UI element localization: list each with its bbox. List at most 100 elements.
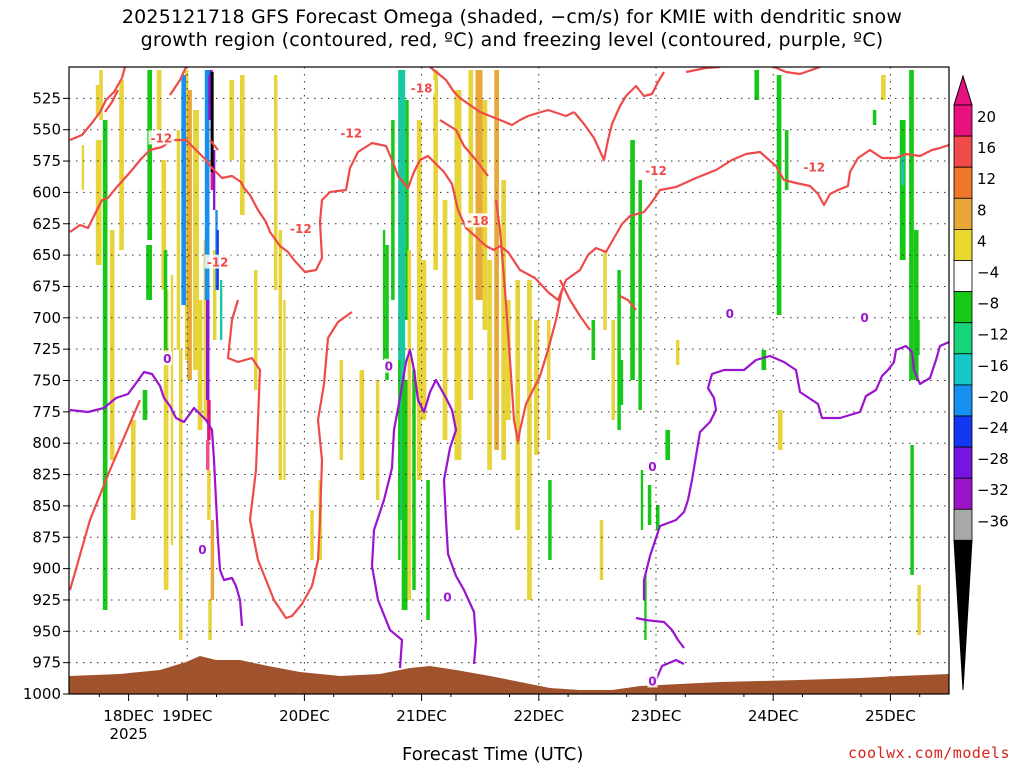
omega-band-63 bbox=[599, 520, 604, 580]
contour-label-bg-11 bbox=[442, 589, 453, 604]
dgz-contour-5 bbox=[209, 139, 219, 151]
y-tick-label-550: 550 bbox=[32, 121, 61, 139]
omega-core-2 bbox=[205, 300, 210, 400]
omega-band-9 bbox=[147, 70, 153, 240]
omega-band-51 bbox=[475, 70, 483, 300]
y-tick-label-825: 825 bbox=[32, 466, 61, 484]
site-credit[interactable]: coolwx.com/models bbox=[847, 744, 1010, 762]
omega-band-22 bbox=[203, 240, 208, 420]
y-tick-label-1000: 1000 bbox=[23, 685, 61, 703]
contour-labels: -12 -12 -12 -12 -18 -18 -12 -12 0 0 0 0 0 0 0 0 bbox=[148, 80, 870, 688]
contour-label-bg-2 bbox=[287, 220, 314, 235]
contour-label-15: 0 bbox=[860, 311, 868, 325]
y-tick-label-600: 600 bbox=[32, 183, 61, 201]
omega-band-86 bbox=[913, 230, 919, 380]
plot-area: -12 -12 -12 -12 -18 -18 -12 -12 0 0 0 0 0 0 0 0 bbox=[69, 67, 949, 694]
omega-band-14 bbox=[163, 250, 168, 350]
omega-band-34 bbox=[375, 380, 380, 500]
omega-band-67 bbox=[618, 360, 624, 405]
omega-band-81 bbox=[872, 110, 877, 125]
colorbar-label-2: 12 bbox=[977, 170, 996, 188]
y-tick-label-775: 775 bbox=[32, 403, 61, 421]
dgz-contour-0 bbox=[69, 67, 127, 142]
y-tick-label-750: 750 bbox=[32, 372, 61, 390]
dgz-contour-15 bbox=[619, 295, 637, 311]
y-tick-label-675: 675 bbox=[32, 277, 61, 295]
omega-band-49 bbox=[454, 90, 462, 460]
colorbar-segment-9 bbox=[953, 384, 973, 417]
omega-band-19 bbox=[187, 90, 192, 380]
contour-label-13: 0 bbox=[648, 674, 656, 688]
dgz-contour-12 bbox=[773, 67, 821, 76]
omega-band-45 bbox=[421, 260, 427, 420]
omega-band-41 bbox=[401, 380, 408, 610]
colorbar-top-arrow bbox=[953, 74, 973, 106]
omega-band-36 bbox=[385, 245, 389, 380]
omega-band-66 bbox=[617, 270, 621, 430]
omega-band-59 bbox=[534, 320, 539, 455]
colorbar-segment-4 bbox=[953, 228, 973, 261]
y-tick-label-725: 725 bbox=[32, 340, 61, 358]
omega-band-85 bbox=[909, 70, 914, 380]
omega-band-89 bbox=[917, 585, 921, 635]
omega-band-54 bbox=[494, 70, 499, 450]
dgz-contour-2 bbox=[104, 89, 119, 113]
omega-band-27 bbox=[273, 75, 278, 290]
x-axis-label: Forecast Time (UTC) bbox=[402, 744, 584, 765]
y-axis: 525 550 575 600 625 650 675 700 725 750 775 800 825 8… bbox=[23, 89, 69, 703]
omega-core-0 bbox=[181, 75, 187, 305]
omega-band-46 bbox=[426, 480, 430, 620]
omega-band-29 bbox=[283, 300, 286, 480]
omega-core-black bbox=[210, 72, 214, 172]
contour-label-1: -12 bbox=[340, 126, 362, 140]
contour-label-7: -12 bbox=[803, 160, 825, 174]
y-tick-label-975: 975 bbox=[32, 654, 61, 672]
dgz-contour-14 bbox=[559, 279, 591, 331]
omega-band-87 bbox=[916, 320, 920, 355]
omega-core-14 bbox=[208, 600, 212, 640]
omega-band-72 bbox=[647, 485, 652, 525]
omega-band-56 bbox=[505, 300, 511, 420]
dgz-contour-3 bbox=[69, 399, 142, 591]
omega-band-6 bbox=[119, 80, 124, 250]
omega-band-42 bbox=[407, 250, 412, 600]
colorbar-label-11: −28 bbox=[977, 450, 1009, 468]
contour-label-bg-14 bbox=[724, 306, 735, 321]
dgz-contour-8 bbox=[494, 199, 520, 443]
colorbar-label-1: 16 bbox=[977, 139, 996, 157]
y-tick-label-575: 575 bbox=[32, 152, 61, 170]
contour-label-bg-15 bbox=[859, 309, 870, 324]
omega-band-1 bbox=[81, 145, 85, 190]
colorbar-label-6: −8 bbox=[977, 295, 999, 313]
ground-fill bbox=[69, 656, 949, 694]
x-tick-label-21DEC: 21DEC bbox=[396, 707, 447, 725]
y-tick-label-625: 625 bbox=[32, 215, 61, 233]
colorbar-label-7: −12 bbox=[977, 326, 1009, 344]
omega-band-39 bbox=[405, 100, 409, 320]
omega-band-26 bbox=[254, 270, 258, 390]
contour-label-12: 0 bbox=[648, 460, 656, 474]
dgz-contour-4 bbox=[169, 67, 187, 96]
y-tick-label-800: 800 bbox=[32, 434, 61, 452]
omega-band-58 bbox=[527, 280, 532, 600]
omega-band-16 bbox=[176, 130, 181, 350]
contour-label-6: -12 bbox=[645, 164, 667, 178]
omega-band-35 bbox=[382, 230, 386, 360]
omega-band-8 bbox=[142, 390, 148, 420]
omega-band-76 bbox=[754, 70, 760, 100]
contour-label-bg-12 bbox=[647, 459, 658, 474]
omega-band-28 bbox=[278, 230, 283, 480]
freezing-contour-3 bbox=[635, 616, 685, 649]
omega-band-47 bbox=[433, 70, 439, 270]
y-tick-label-950: 950 bbox=[32, 622, 61, 640]
omega-band-21 bbox=[197, 300, 203, 430]
omega-band-7 bbox=[130, 420, 136, 520]
colorbar-segment-2 bbox=[953, 166, 973, 199]
colorbar-label-9: −20 bbox=[977, 388, 1009, 406]
colorbar: 20 16 12 8 4 −4 −8 −12 −16 −20 −24 −28 −32 −36 bbox=[953, 74, 1009, 691]
contour-label-11: 0 bbox=[443, 590, 451, 604]
contour-label-2: -12 bbox=[290, 222, 312, 236]
colorbar-segment-13 bbox=[953, 508, 973, 541]
